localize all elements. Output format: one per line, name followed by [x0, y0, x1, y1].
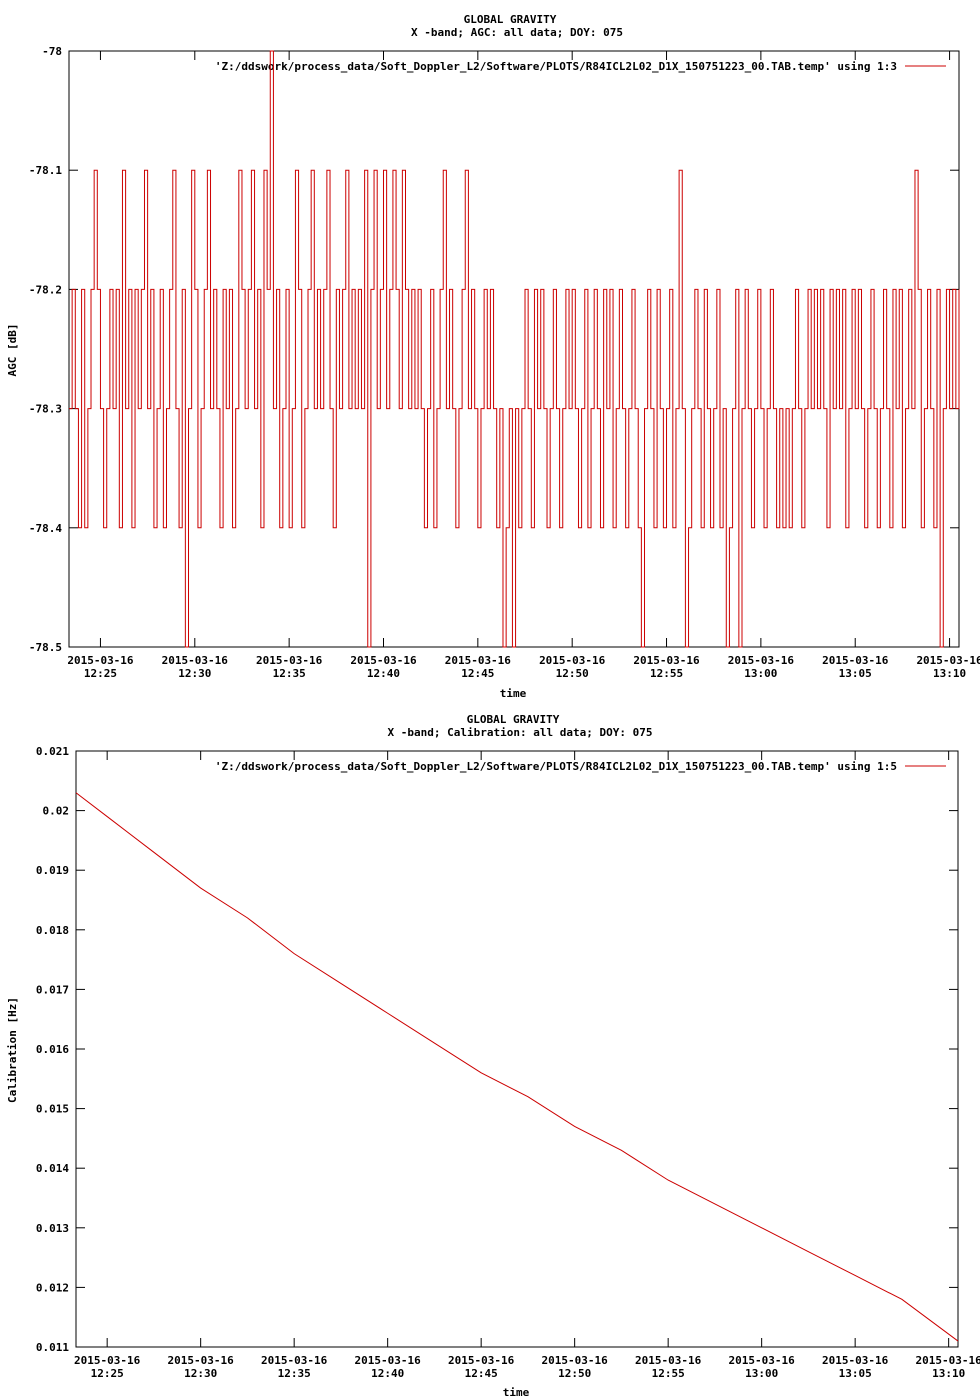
calibration-series-line — [75, 792, 959, 1342]
agc-series-line — [69, 50, 960, 648]
agc-xtick-time: 12:40 — [367, 667, 400, 680]
calibration-xtick-time: 13:10 — [932, 1367, 965, 1380]
agc-ytick-label: -78.1 — [29, 164, 62, 177]
agc-xtick-time: 13:05 — [839, 667, 872, 680]
agc-xtick-date: 2015-03-16 — [256, 654, 323, 667]
calibration-ytick-label: 0.016 — [36, 1043, 69, 1056]
agc-xtick-time: 12:50 — [556, 667, 589, 680]
agc-xtick-time: 12:30 — [178, 667, 211, 680]
calibration-xtick-date: 2015-03-16 — [448, 1354, 515, 1367]
agc-chart-xlabel: time — [500, 687, 527, 700]
agc-chart-title: GLOBAL GRAVITY — [464, 13, 557, 26]
calibration-ytick-label: 0.013 — [36, 1222, 69, 1235]
agc-xtick-time: 12:35 — [273, 667, 306, 680]
calibration-xtick-time: 12:30 — [184, 1367, 217, 1380]
agc-xtick-date: 2015-03-16 — [633, 654, 700, 667]
calibration-chart-title: GLOBAL GRAVITY — [467, 713, 560, 726]
agc-ytick-label: -78.5 — [29, 641, 62, 654]
calibration-ytick-label: 0.02 — [43, 805, 70, 818]
agc-xtick-date: 2015-03-16 — [162, 654, 229, 667]
calibration-xtick-time: 12:45 — [465, 1367, 498, 1380]
agc-xtick-date: 2015-03-16 — [728, 654, 795, 667]
calibration-xtick-date: 2015-03-16 — [635, 1354, 702, 1367]
calibration-chart-subtitle: X -band; Calibration: all data; DOY: 075 — [388, 726, 653, 739]
calibration-xtick-date: 2015-03-16 — [542, 1354, 609, 1367]
calibration-ytick-label: 0.019 — [36, 864, 69, 877]
calibration-xtick-time: 12:50 — [558, 1367, 591, 1380]
calibration-plot-frame — [75, 750, 959, 1348]
calibration-ytick-label: 0.015 — [36, 1103, 69, 1116]
agc-xtick-date: 2015-03-16 — [539, 654, 606, 667]
calibration-xtick-time: 12:40 — [371, 1367, 404, 1380]
agc-xtick-date: 2015-03-16 — [350, 654, 417, 667]
calibration-ytick-label: 0.012 — [36, 1281, 69, 1294]
calibration-xtick-date: 2015-03-16 — [355, 1354, 422, 1367]
calibration-xtick-time: 12:35 — [278, 1367, 311, 1380]
calibration-xtick-time: 13:00 — [745, 1367, 778, 1380]
agc-plot-frame — [68, 50, 960, 648]
agc-xtick-time: 12:25 — [84, 667, 117, 680]
calibration-ytick-label: 0.011 — [36, 1341, 69, 1354]
calibration-chart-xlabel: time — [503, 1386, 530, 1399]
calibration-ytick-label: 0.017 — [36, 983, 69, 996]
calibration-xtick-time: 12:25 — [91, 1367, 124, 1380]
calibration-xtick-date: 2015-03-16 — [168, 1354, 235, 1367]
calibration-xtick-date: 2015-03-16 — [916, 1354, 980, 1367]
agc-xtick-time: 13:00 — [744, 667, 777, 680]
calibration-xtick-date: 2015-03-16 — [261, 1354, 328, 1367]
calibration-ytick-label: 0.021 — [36, 745, 69, 758]
calibration-xtick-time: 12:55 — [652, 1367, 685, 1380]
agc-legend-label: 'Z:/ddswork/process_data/Soft_Doppler_L2… — [215, 60, 897, 73]
agc-xtick-date: 2015-03-16 — [916, 654, 980, 667]
calibration-xtick-date: 2015-03-16 — [74, 1354, 141, 1367]
agc-ytick-label: -78.3 — [29, 403, 62, 416]
agc-xtick-time: 12:45 — [461, 667, 494, 680]
agc-xtick-date: 2015-03-16 — [822, 654, 889, 667]
calibration-chart: GLOBAL GRAVITY X -band; Calibration: all… — [6, 713, 980, 1399]
agc-xtick-time: 13:10 — [933, 667, 966, 680]
calibration-xtick-time: 13:05 — [839, 1367, 872, 1380]
agc-ytick-label: -78.2 — [29, 283, 62, 296]
agc-ytick-label: -78 — [42, 45, 62, 58]
calibration-ytick-label: 0.014 — [36, 1162, 69, 1175]
agc-ytick-label: -78.4 — [29, 522, 62, 535]
agc-chart-ylabel: AGC [dB] — [6, 324, 19, 377]
calibration-legend-label: 'Z:/ddswork/process_data/Soft_Doppler_L2… — [215, 760, 897, 773]
agc-xtick-date: 2015-03-16 — [445, 654, 512, 667]
calibration-chart-ylabel: Calibration [Hz] — [6, 997, 19, 1103]
agc-xtick-time: 12:55 — [650, 667, 683, 680]
agc-chart-subtitle: X -band; AGC: all data; DOY: 075 — [411, 26, 623, 39]
calibration-xtick-date: 2015-03-16 — [822, 1354, 889, 1367]
calibration-xtick-date: 2015-03-16 — [729, 1354, 796, 1367]
agc-xtick-date: 2015-03-16 — [67, 654, 134, 667]
agc-chart: GLOBAL GRAVITY X -band; AGC: all data; D… — [6, 13, 980, 700]
calibration-ytick-label: 0.018 — [36, 924, 69, 937]
